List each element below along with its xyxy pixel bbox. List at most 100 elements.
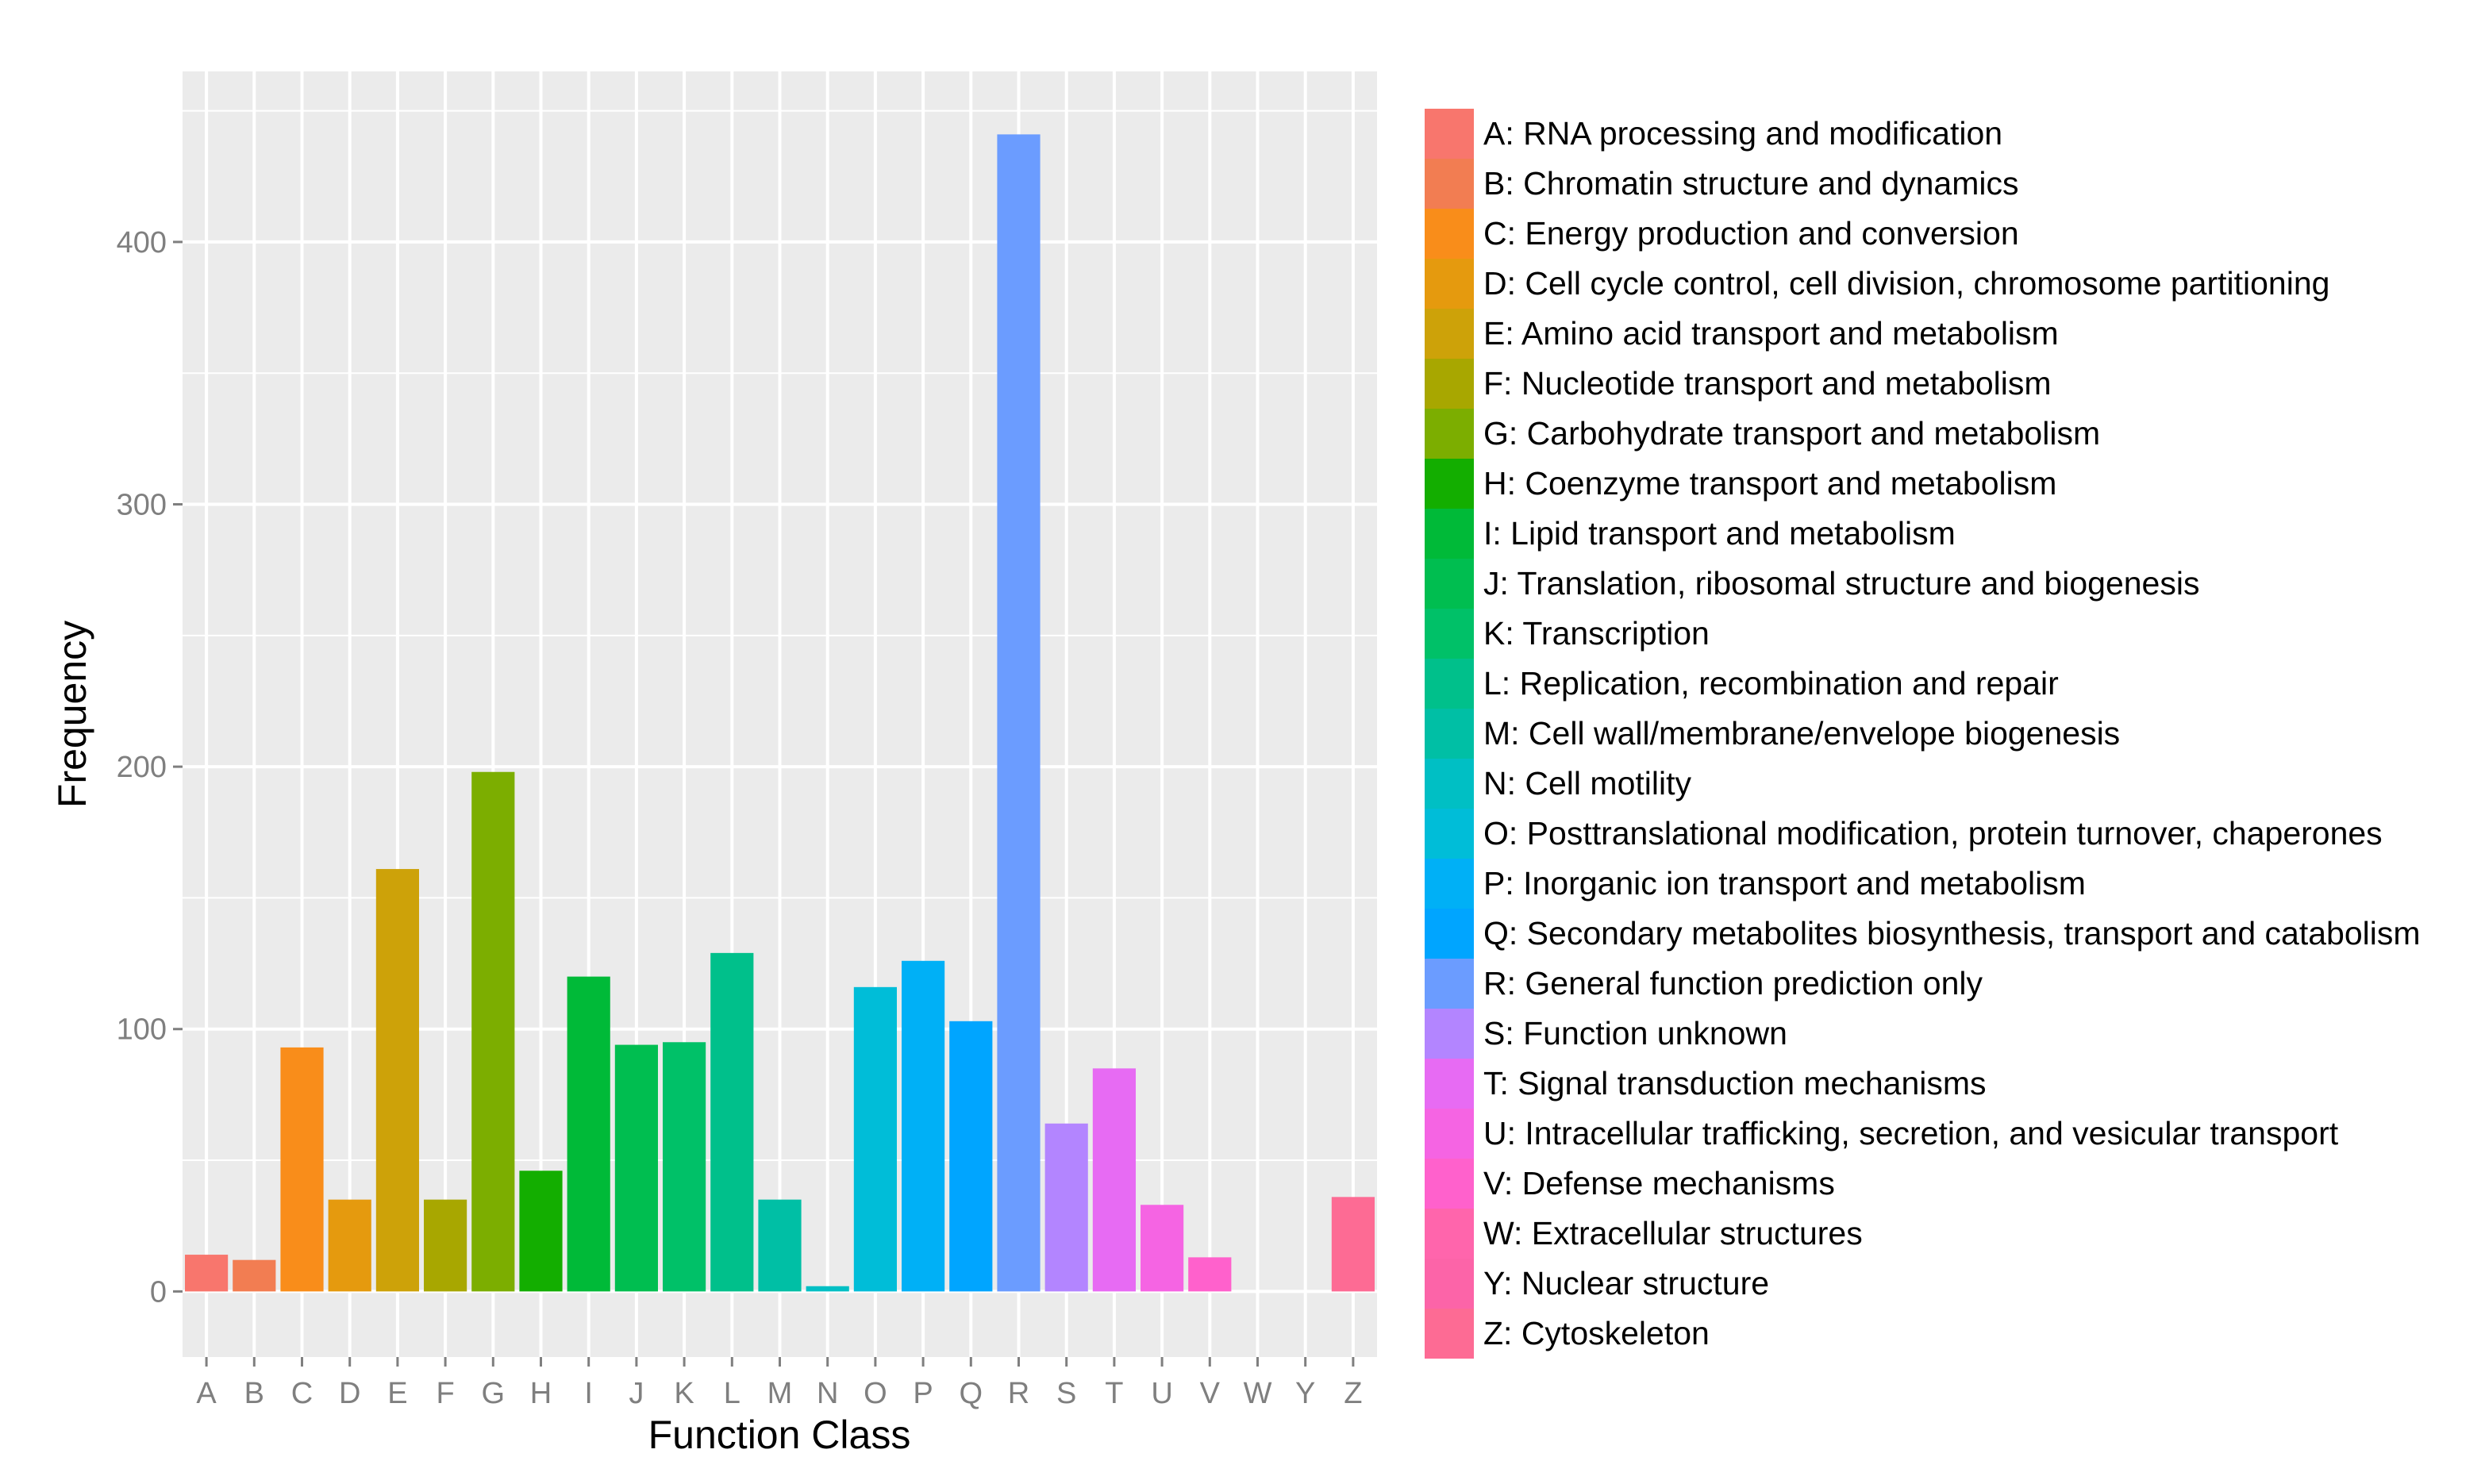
legend-label: Z: Cytoskeleton — [1483, 1315, 1710, 1351]
legend-label: E: Amino acid transport and metabolism — [1483, 315, 2059, 352]
x-tick-label: Z — [1344, 1377, 1362, 1410]
legend-swatch — [1425, 159, 1474, 209]
legend-label: K: Transcription — [1483, 615, 1710, 652]
legend-item: D: Cell cycle control, cell division, ch… — [1425, 259, 2329, 309]
x-tick-label: U — [1151, 1377, 1172, 1410]
legend-item: J: Translation, ribosomal structure and … — [1425, 559, 2199, 609]
legend-swatch — [1425, 659, 1474, 709]
legend-swatch — [1425, 409, 1474, 459]
legend-item: R: General function prediction only — [1425, 959, 1983, 1009]
legend-item: M: Cell wall/membrane/envelope biogenesi… — [1425, 709, 2120, 759]
x-tick-label: B — [244, 1377, 264, 1410]
legend-swatch — [1425, 759, 1474, 809]
legend-item: G: Carbohydrate transport and metabolism — [1425, 409, 2100, 459]
bar-I — [567, 976, 610, 1292]
legend-item: O: Posttranslational modification, prote… — [1425, 809, 2383, 859]
legend-item: B: Chromatin structure and dynamics — [1425, 159, 2019, 209]
legend-label: P: Inorganic ion transport and metabolis… — [1483, 865, 2086, 902]
legend-swatch — [1425, 109, 1474, 159]
bar-V — [1188, 1257, 1232, 1292]
x-tick-label: F — [436, 1377, 454, 1410]
x-tick-label: D — [339, 1377, 360, 1410]
legend-swatch — [1425, 559, 1474, 609]
x-tick-label: N — [817, 1377, 838, 1410]
x-tick-label: Y — [1295, 1377, 1315, 1410]
legend-swatch — [1425, 859, 1474, 909]
legend-label: I: Lipid transport and metabolism — [1483, 515, 1956, 552]
legend-item: S: Function unknown — [1425, 1009, 1787, 1059]
legend-item: Y: Nuclear structure — [1425, 1259, 1769, 1309]
legend-item: K: Transcription — [1425, 609, 1710, 659]
legend-swatch — [1425, 309, 1474, 359]
bar-K — [663, 1042, 706, 1292]
legend-swatch — [1425, 709, 1474, 759]
x-tick-label: W — [1244, 1377, 1272, 1410]
legend-item: F: Nucleotide transport and metabolism — [1425, 359, 2052, 409]
legend-item: U: Intracellular trafficking, secretion,… — [1425, 1109, 2339, 1159]
legend-label: A: RNA processing and modification — [1483, 115, 2002, 152]
legend-swatch — [1425, 1009, 1474, 1059]
x-tick-label: G — [482, 1377, 506, 1410]
x-tick-label: R — [1008, 1377, 1029, 1410]
x-tick-label: A — [196, 1377, 217, 1410]
x-tick-label: E — [387, 1377, 407, 1410]
bar-D — [328, 1199, 371, 1292]
legend-item: W: Extracellular structures — [1425, 1209, 1863, 1259]
legend-item: V: Defense mechanisms — [1425, 1159, 1835, 1209]
legend-label: M: Cell wall/membrane/envelope biogenesi… — [1483, 715, 2120, 752]
x-tick-label: M — [767, 1377, 793, 1410]
bar-M — [758, 1199, 802, 1292]
legend-label: F: Nucleotide transport and metabolism — [1483, 365, 2052, 402]
bar-Z — [1331, 1197, 1375, 1292]
legend-item: A: RNA processing and modification — [1425, 109, 2002, 159]
legend-swatch — [1425, 959, 1474, 1009]
legend-item: C: Energy production and conversion — [1425, 209, 2019, 259]
y-tick-label: 400 — [117, 226, 167, 260]
bar-J — [614, 1044, 658, 1292]
legend-label: S: Function unknown — [1483, 1015, 1787, 1051]
legend-label: R: General function prediction only — [1483, 965, 1983, 1002]
legend-swatch — [1425, 1159, 1474, 1209]
y-axis: 0 100 200 300 400 — [117, 226, 183, 1309]
legend-swatch — [1425, 1309, 1474, 1359]
y-axis-title: Frequency — [50, 621, 94, 808]
bar-F — [424, 1199, 467, 1292]
x-tick-label: L — [724, 1377, 740, 1410]
x-tick-label: J — [629, 1377, 644, 1410]
bar-H — [519, 1171, 563, 1292]
bar-P — [902, 960, 945, 1292]
legend-item: P: Inorganic ion transport and metabolis… — [1425, 859, 2086, 909]
legend-swatch — [1425, 909, 1474, 959]
bar-U — [1141, 1205, 1184, 1292]
legend-item: I: Lipid transport and metabolism — [1425, 509, 1956, 559]
bar-T — [1092, 1068, 1136, 1292]
legend-swatch — [1425, 609, 1474, 659]
x-tick-label: C — [291, 1377, 313, 1410]
bar-L — [710, 952, 754, 1292]
legend-swatch — [1425, 1209, 1474, 1259]
legend-label: H: Coenzyme transport and metabolism — [1483, 465, 2056, 502]
legend-label: G: Carbohydrate transport and metabolism — [1483, 415, 2100, 452]
x-axis-title: Function Class — [648, 1413, 911, 1457]
legend-label: J: Translation, ribosomal structure and … — [1483, 565, 2199, 602]
bar-O — [853, 986, 897, 1292]
x-tick-label: P — [913, 1377, 933, 1410]
x-tick-label: Q — [960, 1377, 983, 1410]
legend-label: C: Energy production and conversion — [1483, 215, 2019, 252]
legend-swatch — [1425, 259, 1474, 309]
bar-R — [997, 134, 1041, 1292]
legend-swatch — [1425, 809, 1474, 859]
bar-S — [1044, 1123, 1088, 1292]
legend-swatch — [1425, 1059, 1474, 1109]
x-tick-label: T — [1105, 1377, 1123, 1410]
y-tick-label: 200 — [117, 751, 167, 784]
legend-swatch — [1425, 359, 1474, 409]
legend-label: W: Extracellular structures — [1483, 1215, 1863, 1251]
y-tick-label: 300 — [117, 489, 167, 522]
y-tick-label: 100 — [117, 1013, 167, 1047]
legend-label: N: Cell motility — [1483, 765, 1691, 802]
legend-item: L: Replication, recombination and repair — [1425, 659, 2059, 709]
legend-swatch — [1425, 209, 1474, 259]
